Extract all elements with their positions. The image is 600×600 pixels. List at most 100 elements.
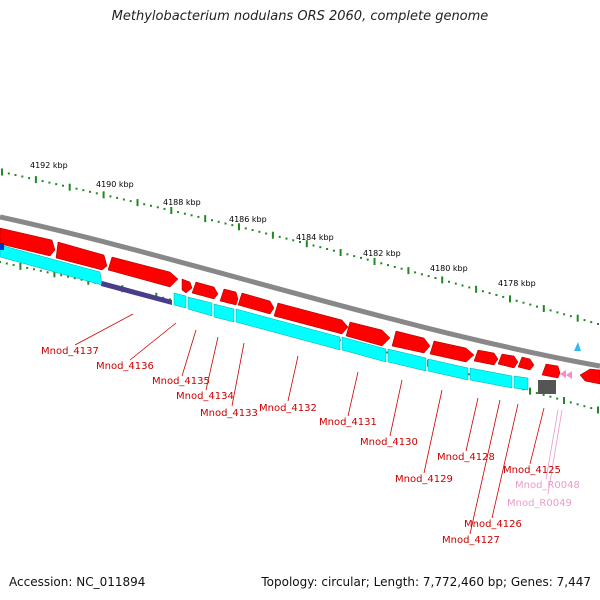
gene-box-4128: [469, 367, 513, 389]
scale-minor-tick: [360, 256, 362, 259]
cds-4137: [0, 227, 56, 257]
gene-label-4132: Mnod_4132: [259, 403, 317, 414]
misc-feature-bar: [101, 281, 172, 305]
scale-minor-tick: [122, 198, 125, 201]
scale-minor-tick: [265, 232, 268, 235]
gene-label-4131: Mnod_4131: [319, 417, 377, 428]
scale-major-tick: [53, 270, 56, 278]
scale-minor-tick: [211, 219, 213, 222]
scale-minor-tick: [563, 313, 566, 316]
leader-4134: [205, 336, 219, 391]
cds-4131: [345, 321, 391, 347]
scale-minor-tick: [156, 206, 159, 209]
gene-label-r0049: Mnod_R0049: [507, 498, 572, 509]
scale-major-tick: [238, 223, 240, 231]
leader-4135: [181, 329, 197, 377]
cds-4134: [191, 281, 219, 300]
gene-box-4132: [235, 308, 341, 351]
scale-minor-tick: [89, 190, 91, 193]
gene-box-4126: [513, 375, 529, 391]
scale-major-tick: [407, 267, 410, 275]
scale-minor-tick: [80, 278, 83, 281]
scale-minor-tick: [75, 187, 78, 190]
scale-minor-tick: [529, 303, 532, 306]
scale-major-tick: [441, 276, 444, 284]
scale-minor-tick: [48, 181, 51, 184]
scale-major-tick: [305, 240, 308, 248]
gene-box-4129: [427, 358, 469, 381]
scale-minor-tick: [461, 284, 464, 287]
scale-minor-tick: [21, 175, 24, 178]
leader-4128: [465, 397, 479, 452]
cds-4127: [497, 353, 519, 369]
scale-major-tick: [597, 406, 599, 414]
scale-major-tick: [475, 285, 478, 293]
scale-label-4184: 4184 kbp: [296, 233, 334, 242]
scale-minor-tick: [109, 195, 112, 198]
scale-minor-tick: [332, 249, 335, 252]
scale-minor-tick: [549, 395, 552, 398]
gene-label-4136: Mnod_4136: [96, 361, 154, 372]
scale-major-tick: [542, 305, 545, 312]
scale-minor-tick: [326, 248, 329, 250]
leader-4127: [469, 399, 501, 535]
leader-4130: [389, 379, 403, 437]
gene-label-4129: Mnod_4129: [395, 474, 453, 485]
scale-minor-tick: [488, 292, 491, 295]
scale-minor-tick: [55, 183, 58, 186]
scale-minor-tick: [168, 298, 171, 301]
leader-4137: [74, 313, 134, 346]
gene-box-mid2: [187, 296, 213, 317]
cds-4133b: [237, 292, 275, 315]
scale-minor-tick: [28, 177, 31, 180]
gene-label-4134: Mnod_4134: [176, 391, 234, 402]
leader-4133: [231, 342, 245, 407]
scale-labels: 4192 kbp 4190 kbp 4188 kbp 4186 kbp 4184…: [30, 161, 536, 288]
scale-minor-tick: [285, 237, 288, 240]
scale-major-tick: [136, 199, 139, 207]
scale-minor-tick: [481, 290, 484, 293]
scale-minor-tick: [258, 230, 261, 233]
scale-major-tick: [102, 191, 105, 199]
scale-minor-tick: [39, 269, 42, 272]
scale-minor-tick: [14, 174, 17, 176]
scale-minor-tick: [597, 323, 599, 325]
gene-label-4130: Mnod_4130: [360, 437, 418, 448]
gene-label-4133: Mnod_4133: [200, 408, 258, 419]
scale-minor-tick: [5, 262, 8, 265]
scale-minor-tick: [535, 392, 538, 394]
scale-minor-tick: [386, 351, 389, 354]
gene-label-4127: Mnod_4127: [442, 535, 500, 546]
scale-major-tick: [68, 183, 71, 191]
cds-4126: [517, 356, 535, 371]
scale-major-tick: [271, 231, 274, 239]
leader-4126: [491, 403, 519, 519]
scale-minor-tick: [556, 311, 559, 314]
leader-lines: [74, 313, 563, 535]
scale-minor-tick: [448, 280, 450, 283]
scale-major-tick: [373, 258, 376, 265]
scale-minor-tick: [346, 253, 349, 256]
cyan-marker-icon: [574, 342, 581, 351]
scale-minor-tick: [393, 265, 396, 268]
scale-minor-tick: [549, 309, 552, 312]
scale-minor-tick: [583, 319, 586, 322]
scale-major-tick: [339, 249, 342, 256]
scale-major-tick: [509, 295, 511, 303]
dark-feature: [538, 380, 556, 394]
scale-minor-tick: [366, 258, 369, 261]
scale-minor-tick: [454, 282, 457, 285]
scale-minor-tick: [143, 203, 146, 206]
scale-label-4186: 4186 kbp: [229, 215, 267, 224]
scale-minor-tick: [7, 172, 10, 175]
scale-minor-tick: [387, 264, 389, 267]
leader-r0048: [545, 409, 559, 480]
scale-minor-tick: [95, 192, 98, 195]
leader-4136: [129, 322, 177, 361]
scale-major-tick: [529, 387, 531, 395]
scale-major-tick: [204, 215, 207, 223]
gene-box-mid3: [213, 303, 235, 323]
scale-minor-tick: [502, 295, 505, 298]
